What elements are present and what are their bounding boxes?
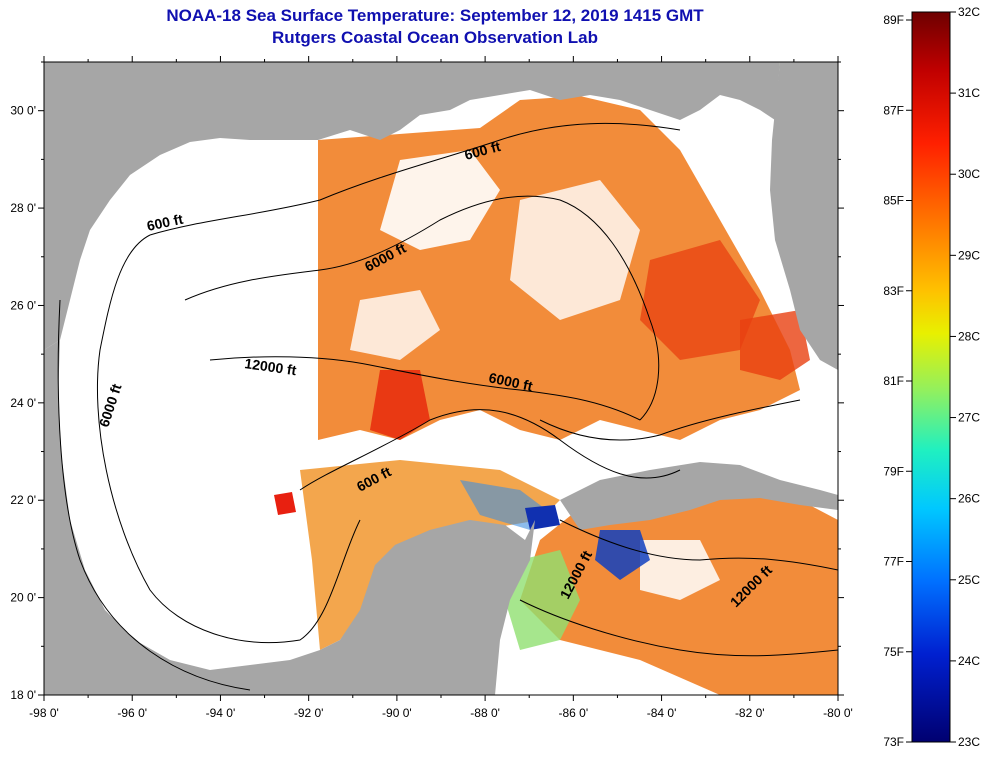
depth-contours	[57, 122, 838, 691]
colorbar-f-label: 87F	[883, 103, 904, 117]
colorbar-c-label: 30C	[958, 167, 980, 181]
contour-label: 600 ft	[145, 211, 184, 234]
colorbar-gradient	[911, 11, 951, 743]
lat-tick-label: 30 0'	[10, 104, 36, 118]
colorbar-c-label: 27C	[958, 411, 980, 425]
colorbar-c-label: 25C	[958, 573, 980, 587]
lon-tick-label: -82 0'	[735, 706, 765, 720]
colorbar-c-label: 28C	[958, 329, 980, 343]
lon-tick-label: -92 0'	[294, 706, 324, 720]
lon-tick-label: -90 0'	[382, 706, 412, 720]
lat-tick-label: 22 0'	[10, 493, 36, 507]
colorbar-c-label: 29C	[958, 248, 980, 262]
lon-tick-label: -84 0'	[647, 706, 677, 720]
lon-tick-label: -86 0'	[559, 706, 589, 720]
colorbar-c-label: 23C	[958, 735, 980, 749]
lon-tick-label: -80 0'	[823, 706, 853, 720]
colorbar-f-label: 83F	[883, 284, 904, 298]
colorbar: 89F 87F 85F 83F 81F 79F 77F 75F 73F 32C 31C 30C 29C 2…	[883, 5, 980, 749]
lon-tick-label: -98 0'	[29, 706, 59, 720]
contour-label: 12000 ft	[244, 355, 298, 378]
colorbar-f-label: 81F	[883, 374, 904, 388]
lat-tick-label: 26 0'	[10, 298, 36, 312]
lat-tick-label: 24 0'	[10, 396, 36, 410]
land-layer	[44, 62, 838, 695]
lat-tick-label: 20 0'	[10, 591, 36, 605]
lon-tick-label: -94 0'	[206, 706, 236, 720]
colorbar-c-label: 32C	[958, 5, 980, 19]
colorbar-f-label: 89F	[883, 13, 904, 27]
lat-tick-label: 28 0'	[10, 201, 36, 215]
axis-ticks: -98 0' -96 0' -94 0' -92 0' -90 0' -88 0' -86 …	[10, 56, 853, 720]
sst-data-layer	[274, 62, 838, 695]
colorbar-c-label: 24C	[958, 654, 980, 668]
lon-tick-label: -88 0'	[470, 706, 500, 720]
colorbar-f-label: 73F	[883, 735, 904, 749]
colorbar-c-label: 26C	[958, 492, 980, 506]
colorbar-f-label: 85F	[883, 194, 904, 208]
colorbar-c-label: 31C	[958, 86, 980, 100]
lon-tick-label: -96 0'	[117, 706, 147, 720]
colorbar-f-label: 75F	[883, 645, 904, 659]
colorbar-f-label: 77F	[883, 555, 904, 569]
map-subtitle: Rutgers Coastal Ocean Observation Lab	[272, 28, 598, 47]
colorbar-f-label: 79F	[883, 464, 904, 478]
lat-tick-label: 18 0'	[10, 688, 36, 702]
map-title: NOAA-18 Sea Surface Temperature: Septemb…	[166, 6, 704, 25]
